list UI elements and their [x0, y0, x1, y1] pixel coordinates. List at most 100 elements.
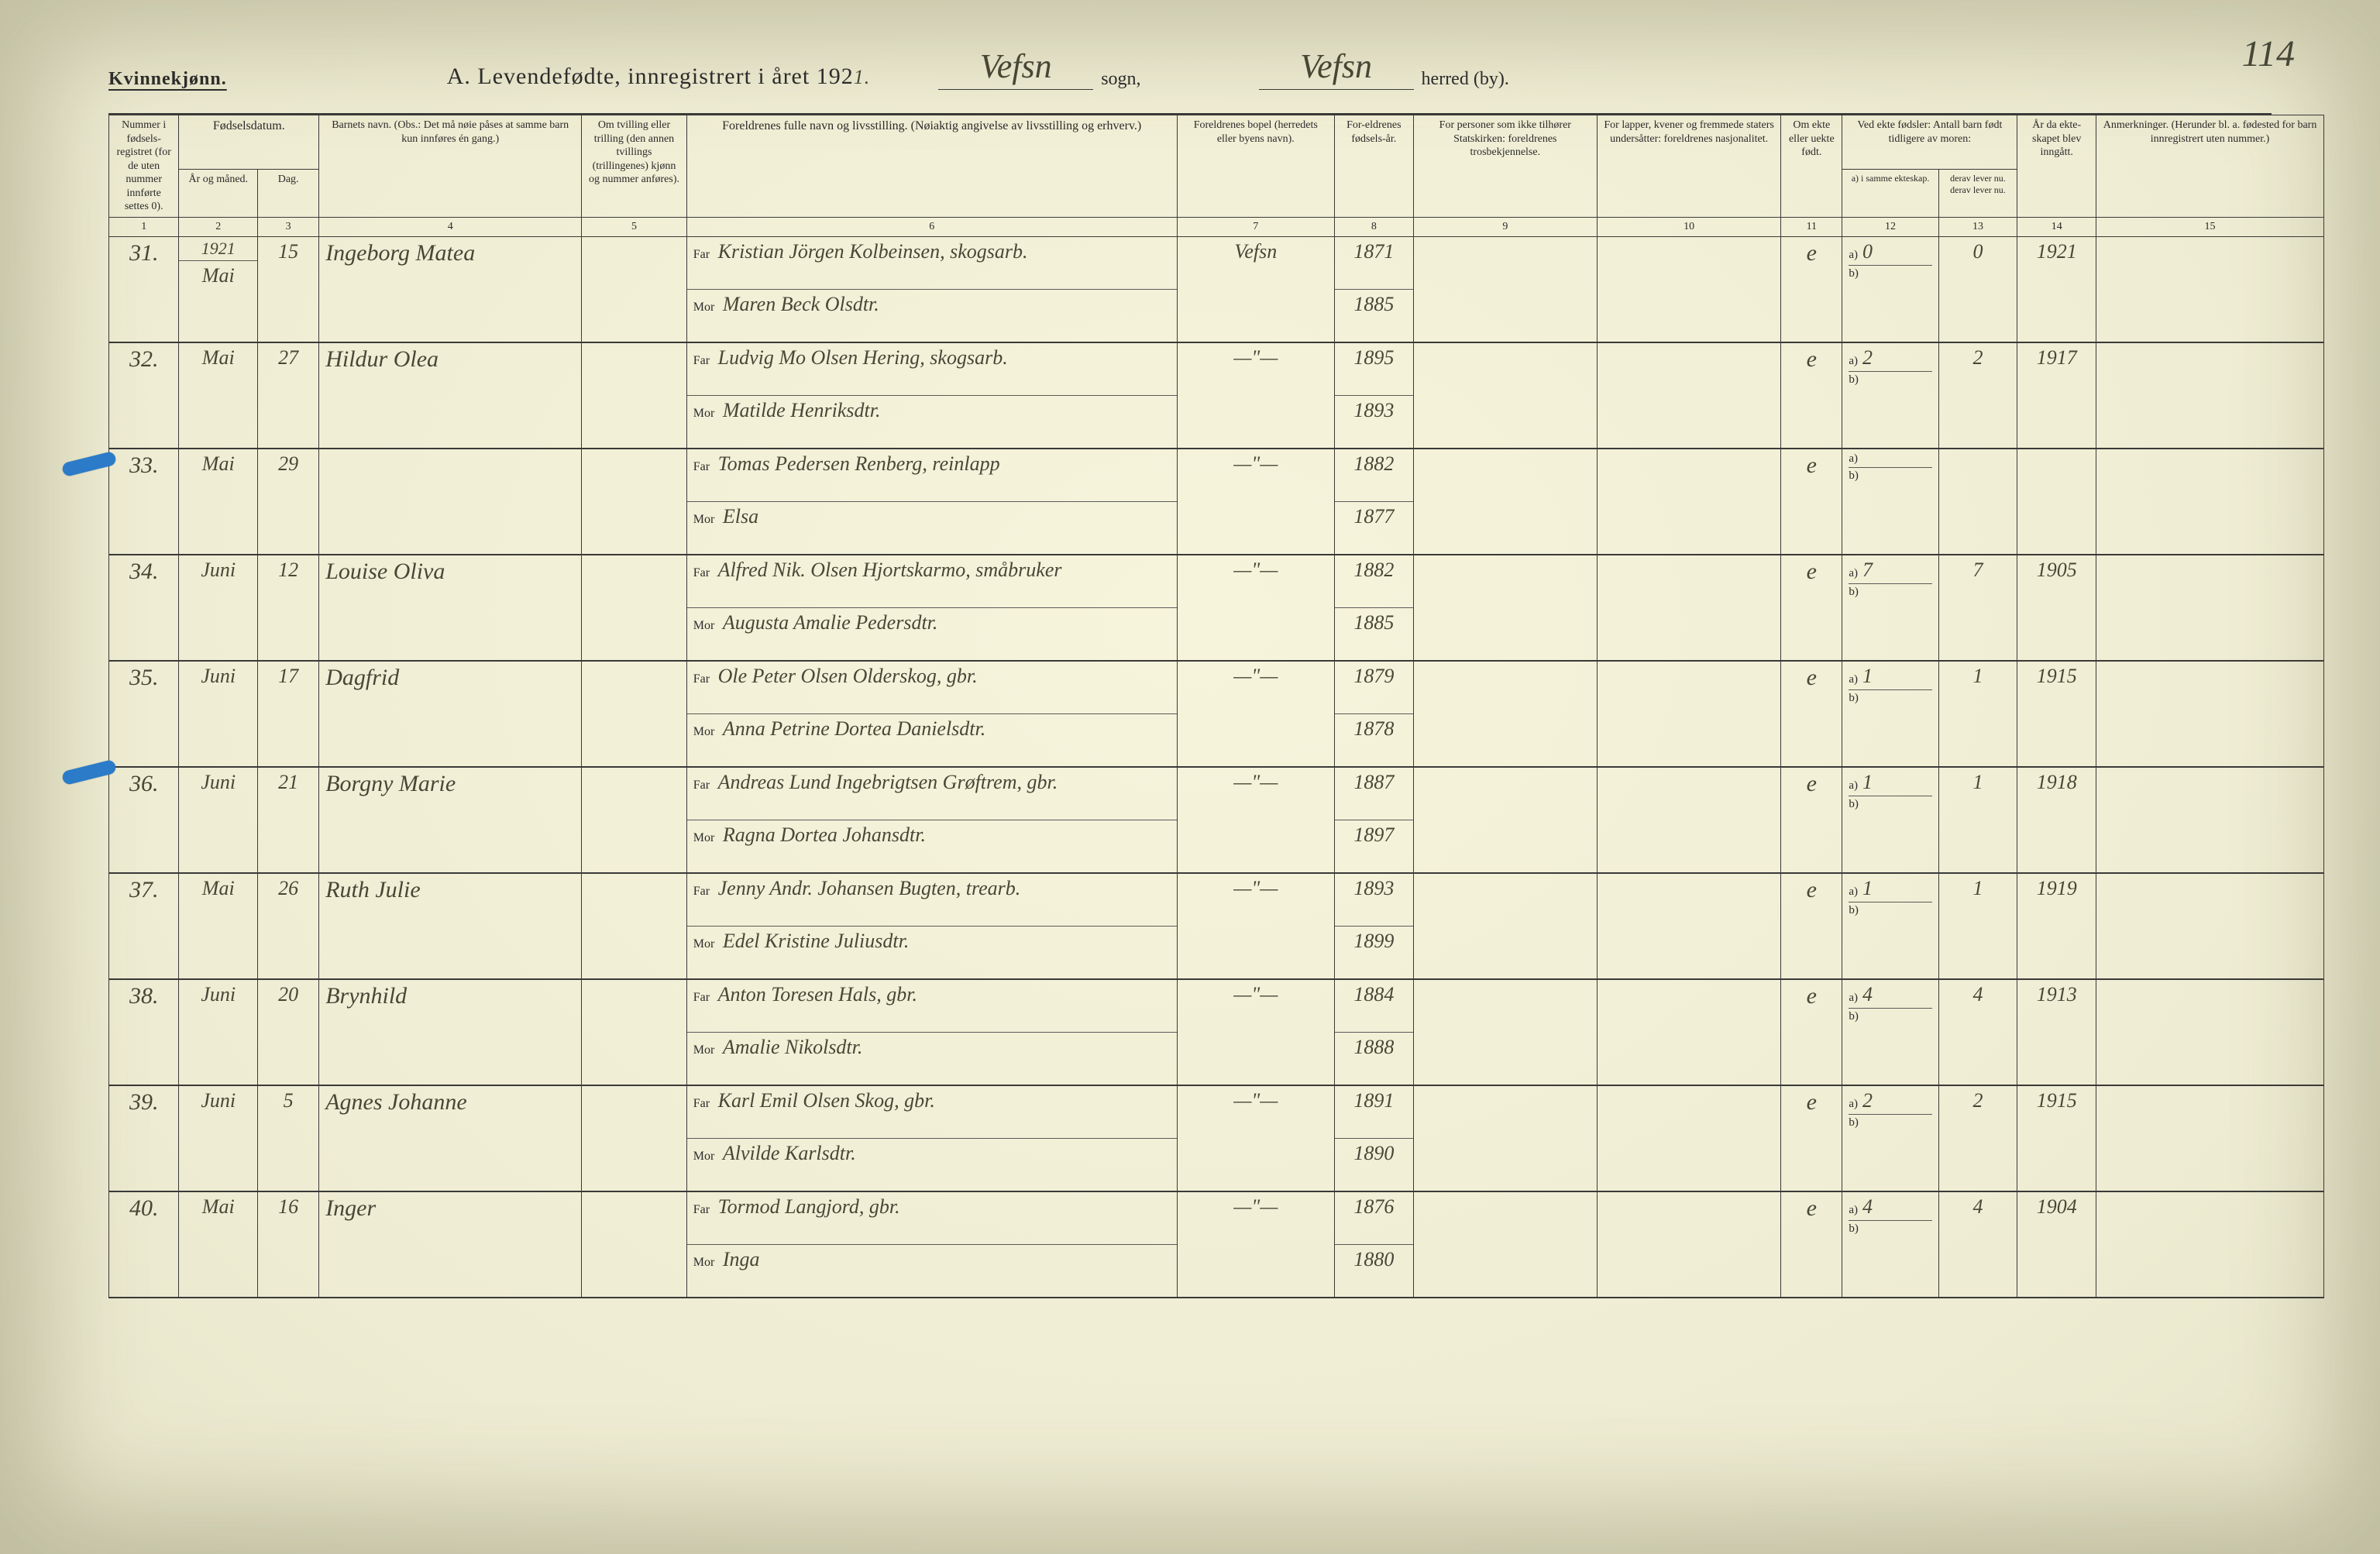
nationality-cell	[1597, 873, 1780, 978]
label-a: a)	[1849, 885, 1858, 899]
col-header-1: Nummer i fødsels-registret (for de uten …	[109, 115, 179, 218]
remarks-cell	[2096, 342, 2324, 448]
month-cell: 1921Mai	[179, 236, 258, 342]
nationality-cell	[1597, 1191, 1780, 1297]
month-value: Mai	[202, 264, 235, 287]
far-label: Far	[693, 672, 714, 686]
day-cell: 26	[258, 873, 319, 978]
twin-cell	[582, 555, 687, 660]
father-year: 1895	[1334, 342, 1413, 395]
derav-cell: 4	[1938, 1191, 2017, 1297]
far-label: Far	[693, 1203, 714, 1216]
colnum: 14	[2017, 217, 2096, 236]
parents-far: Far Ole Peter Olsen Olderskog, gbr.	[686, 661, 1177, 713]
parents-mor: Mor Elsa	[686, 501, 1177, 554]
religion-cell	[1413, 236, 1597, 342]
form-year-suffix: 1.	[854, 66, 871, 88]
religion-cell	[1413, 661, 1597, 766]
value-a: 0	[1862, 240, 1873, 263]
nationality-cell	[1597, 555, 1780, 660]
parents-far: Far Karl Emil Olsen Skog, gbr.	[686, 1085, 1177, 1138]
header-line: Kvinnekjønn. A. Levendefødte, innregistr…	[77, 46, 2303, 98]
prior-children-cell: a) b)	[1842, 449, 1938, 554]
sogn-value: Vefsn	[938, 46, 1093, 90]
ekte-cell: e	[1781, 873, 1842, 978]
colnum: 1	[109, 217, 179, 236]
far-label: Far	[693, 248, 714, 261]
label-a: a)	[1849, 249, 1858, 262]
mor-label: Mor	[693, 1043, 720, 1057]
col-header-6: Foreldrenes fulle navn og livsstilling. …	[686, 115, 1177, 218]
page-number: 114	[2242, 33, 2295, 75]
mother-year: 1899	[1334, 926, 1413, 978]
prior-children-cell: a) 2b)	[1842, 1085, 1938, 1191]
mother-year: 1888	[1334, 1032, 1413, 1085]
colnum: 5	[582, 217, 687, 236]
bopel-cell: —"—	[1177, 342, 1334, 448]
marriage-year-cell: 1921	[2017, 236, 2096, 342]
bopel-cell: —"—	[1177, 449, 1334, 554]
label-b: b)	[1849, 267, 1859, 280]
mother-name: Amalie Nikolsdtr.	[723, 1036, 863, 1058]
table-row: 40.Mai16IngerFar Tormod Langjord, gbr.—"…	[109, 1191, 2324, 1244]
day-cell: 29	[258, 449, 319, 554]
child-name: Louise Oliva	[319, 555, 582, 660]
prior-children-cell: a) 1b)	[1842, 873, 1938, 978]
mor-label: Mor	[693, 831, 720, 844]
sogn-group: Vefsn sogn,	[938, 46, 1140, 90]
mor-label: Mor	[693, 513, 720, 526]
month-cell: Juni	[179, 661, 258, 766]
label-b: b)	[1849, 1116, 1859, 1129]
remarks-cell	[2096, 1191, 2324, 1297]
form-title-prefix: A. Levendefødte, innregistrert i året 19…	[447, 64, 854, 89]
entry-number: 37.	[109, 873, 179, 978]
register-sheet: 114 Kvinnekjønn. A. Levendefødte, innreg…	[0, 0, 2380, 1554]
day-cell: 27	[258, 342, 319, 448]
child-name: Dagfrid	[319, 661, 582, 766]
father-name: Tormod Langjord, gbr.	[718, 1195, 900, 1218]
colnum: 12	[1842, 217, 1938, 236]
colnum: 8	[1334, 217, 1413, 236]
day-cell: 12	[258, 555, 319, 660]
religion-cell	[1413, 342, 1597, 448]
bopel-cell: —"—	[1177, 1085, 1334, 1191]
table-row: 32.Mai27Hildur OleaFar Ludvig Mo Olsen H…	[109, 342, 2324, 395]
label-b: b)	[1849, 904, 1859, 917]
child-name: Ingeborg Matea	[319, 236, 582, 342]
parents-far: Far Kristian Jörgen Kolbeinsen, skogsarb…	[686, 236, 1177, 289]
month-cell: Mai	[179, 449, 258, 554]
mother-year: 1885	[1334, 289, 1413, 342]
col-header-7: Foreldrenes bopel (herredets eller byens…	[1177, 115, 1334, 218]
twin-cell	[582, 873, 687, 978]
parents-mor: Mor Inga	[686, 1244, 1177, 1297]
father-name: Andreas Lund Ingebrigtsen Grøftrem, gbr.	[718, 771, 1058, 793]
col-header-15: Anmerkninger. (Herunder bl. a. fødested …	[2096, 115, 2324, 218]
father-year: 1876	[1334, 1191, 1413, 1244]
col-header-12-group: Ved ekte fødsler: Antall barn født tidli…	[1842, 115, 2017, 170]
mor-label: Mor	[693, 937, 720, 951]
derav-cell: 7	[1938, 555, 2017, 660]
parents-mor: Mor Edel Kristine Juliusdtr.	[686, 926, 1177, 978]
mother-name: Augusta Amalie Pedersdtr.	[723, 611, 938, 634]
ekte-cell: e	[1781, 979, 1842, 1085]
nationality-cell	[1597, 236, 1780, 342]
value-a: 1	[1862, 771, 1873, 794]
entry-number: 35.	[109, 661, 179, 766]
mother-name: Alvilde Karlsdtr.	[723, 1142, 856, 1164]
marriage-year-cell	[2017, 449, 2096, 554]
father-year: 1891	[1334, 1085, 1413, 1138]
child-name: Ruth Julie	[319, 873, 582, 978]
mor-label: Mor	[693, 407, 720, 420]
column-number-row: 1 2 3 4 5 6 7 8 9 10 11 12 13 14 15	[109, 217, 2324, 236]
twin-cell	[582, 449, 687, 554]
table-row: 39.Juni5Agnes JohanneFar Karl Emil Olsen…	[109, 1085, 2324, 1138]
child-name: Brynhild	[319, 979, 582, 1085]
father-year: 1879	[1334, 661, 1413, 713]
nationality-cell	[1597, 979, 1780, 1085]
mother-year: 1885	[1334, 607, 1413, 660]
month-cell: Juni	[179, 767, 258, 872]
twin-cell	[582, 1085, 687, 1191]
twin-cell	[582, 767, 687, 872]
colnum: 7	[1177, 217, 1334, 236]
mother-year: 1877	[1334, 501, 1413, 554]
